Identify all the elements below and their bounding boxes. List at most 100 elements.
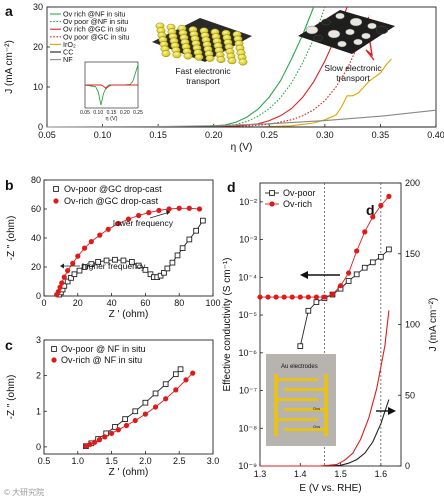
data-point [112, 424, 118, 430]
data-point [354, 248, 360, 254]
y2-tick-label: 50 [405, 390, 415, 400]
y-tick-label: 10⁻⁵ [239, 310, 258, 320]
data-point [96, 437, 103, 443]
data-point [152, 404, 159, 410]
data-point [115, 220, 121, 227]
flake [337, 40, 347, 48]
data-point [132, 417, 138, 424]
series-line-3 [47, 6, 348, 128]
flake [313, 34, 323, 42]
legend-entry: NF [63, 55, 73, 64]
x-axis-label: η (V) [231, 142, 253, 153]
data-point [115, 427, 121, 433]
data-point [172, 371, 179, 378]
series-line-5 [47, 58, 392, 128]
data-point [313, 294, 319, 300]
data-point [59, 280, 65, 286]
panel-label-inner: d [366, 202, 375, 218]
crystal [161, 50, 171, 57]
x-tick-label: 80 [174, 298, 184, 308]
x-tick-label: 20 [73, 298, 83, 308]
data-point [353, 271, 360, 278]
data-point [109, 430, 115, 436]
y-tick-label: 80 [31, 175, 41, 185]
electrode-finger [284, 388, 324, 391]
crystal [238, 58, 248, 66]
data-point [142, 267, 149, 273]
data-point [156, 207, 162, 214]
legend-entry: CC [63, 48, 73, 57]
crystal [183, 52, 193, 60]
data-point [61, 274, 67, 280]
x-tick-label: 2.5 [173, 456, 186, 466]
panel-c: c 0.5 1.0 1.5 2.0 2.5 3.0 0 1 2 3 Z ' (ohm) -Z " (oh… [5, 335, 219, 478]
annotation-lower: lower frequency [113, 218, 174, 228]
y-axis-label: -Z " (ohm) [6, 375, 17, 420]
x-tick-label: 2.0 [139, 456, 152, 466]
y2-tick-label: 200 [405, 178, 420, 188]
data-point [88, 261, 95, 267]
data-point [289, 294, 295, 300]
data-point [273, 294, 279, 300]
data-point [81, 264, 88, 270]
fracture-arrow [365, 41, 375, 61]
data-point [362, 229, 368, 235]
y-tick-label: 30 [33, 2, 43, 12]
x-axis-label: E (V vs. RHE) [299, 483, 361, 494]
data-point [146, 210, 152, 216]
x-tick-label: 60 [140, 298, 150, 308]
x-tick-label: 40 [107, 298, 117, 308]
x-tick-label: 0.25 [261, 130, 279, 140]
data-point [176, 205, 182, 211]
data-point [70, 260, 76, 266]
flake [335, 12, 345, 20]
x-tick-label: 1.5 [334, 469, 347, 479]
panel-b: b 0 20 40 60 80 100 0 20 40 60 80 Z ' (ohm) -Z " (ohm… [5, 175, 221, 320]
inset-ovs-label: Ovs [313, 424, 320, 429]
data-point [164, 265, 171, 272]
y-tick-label: 20 [31, 262, 41, 272]
data-point [97, 232, 103, 238]
data-point [55, 289, 61, 295]
data-point [378, 253, 384, 260]
data-point [147, 271, 154, 278]
flake [305, 25, 319, 35]
legend-entry: Ov poor @GC in situ [63, 32, 129, 41]
data-point [177, 366, 184, 373]
data-point [386, 246, 392, 253]
y-tick-label: 10⁻⁸ [238, 423, 257, 433]
plot-frame [43, 339, 214, 455]
data-point [346, 270, 352, 276]
data-point [193, 227, 199, 234]
data-point [68, 275, 74, 281]
annotation-arrowhead [60, 263, 64, 269]
data-point [173, 387, 179, 393]
data-point [174, 252, 181, 259]
data-point [321, 294, 328, 300]
panel-label: d [227, 179, 236, 195]
data-point [186, 236, 193, 243]
data-point [122, 416, 128, 422]
x-tick-label: 0.10 [94, 130, 112, 140]
data-point [369, 259, 376, 266]
data-point [123, 422, 130, 429]
data-point [257, 294, 263, 300]
flake [353, 38, 363, 46]
annotation-arrowhead [166, 210, 170, 215]
data-point [190, 370, 196, 376]
data-point [105, 226, 111, 232]
y2-axis-label: J (mA cm⁻²) [428, 298, 439, 352]
annotation-slow-2: transport [336, 73, 370, 83]
y-tick-label: 40 [31, 233, 41, 243]
x-axis-label: Z ' (ohm) [109, 467, 149, 478]
data-point [57, 284, 63, 290]
y-tick-label: 10⁻⁹ [238, 461, 257, 471]
legend-entry: Ov poor @NF in situ [63, 17, 128, 26]
data-point [125, 216, 132, 222]
data-point [87, 441, 93, 447]
electrode-inset: Au electrodes Ovs Ovs [266, 354, 336, 446]
sem-image-slow [298, 10, 395, 61]
inset-ovs-label: Ovs [313, 406, 320, 411]
inset-line-2 [85, 84, 138, 90]
